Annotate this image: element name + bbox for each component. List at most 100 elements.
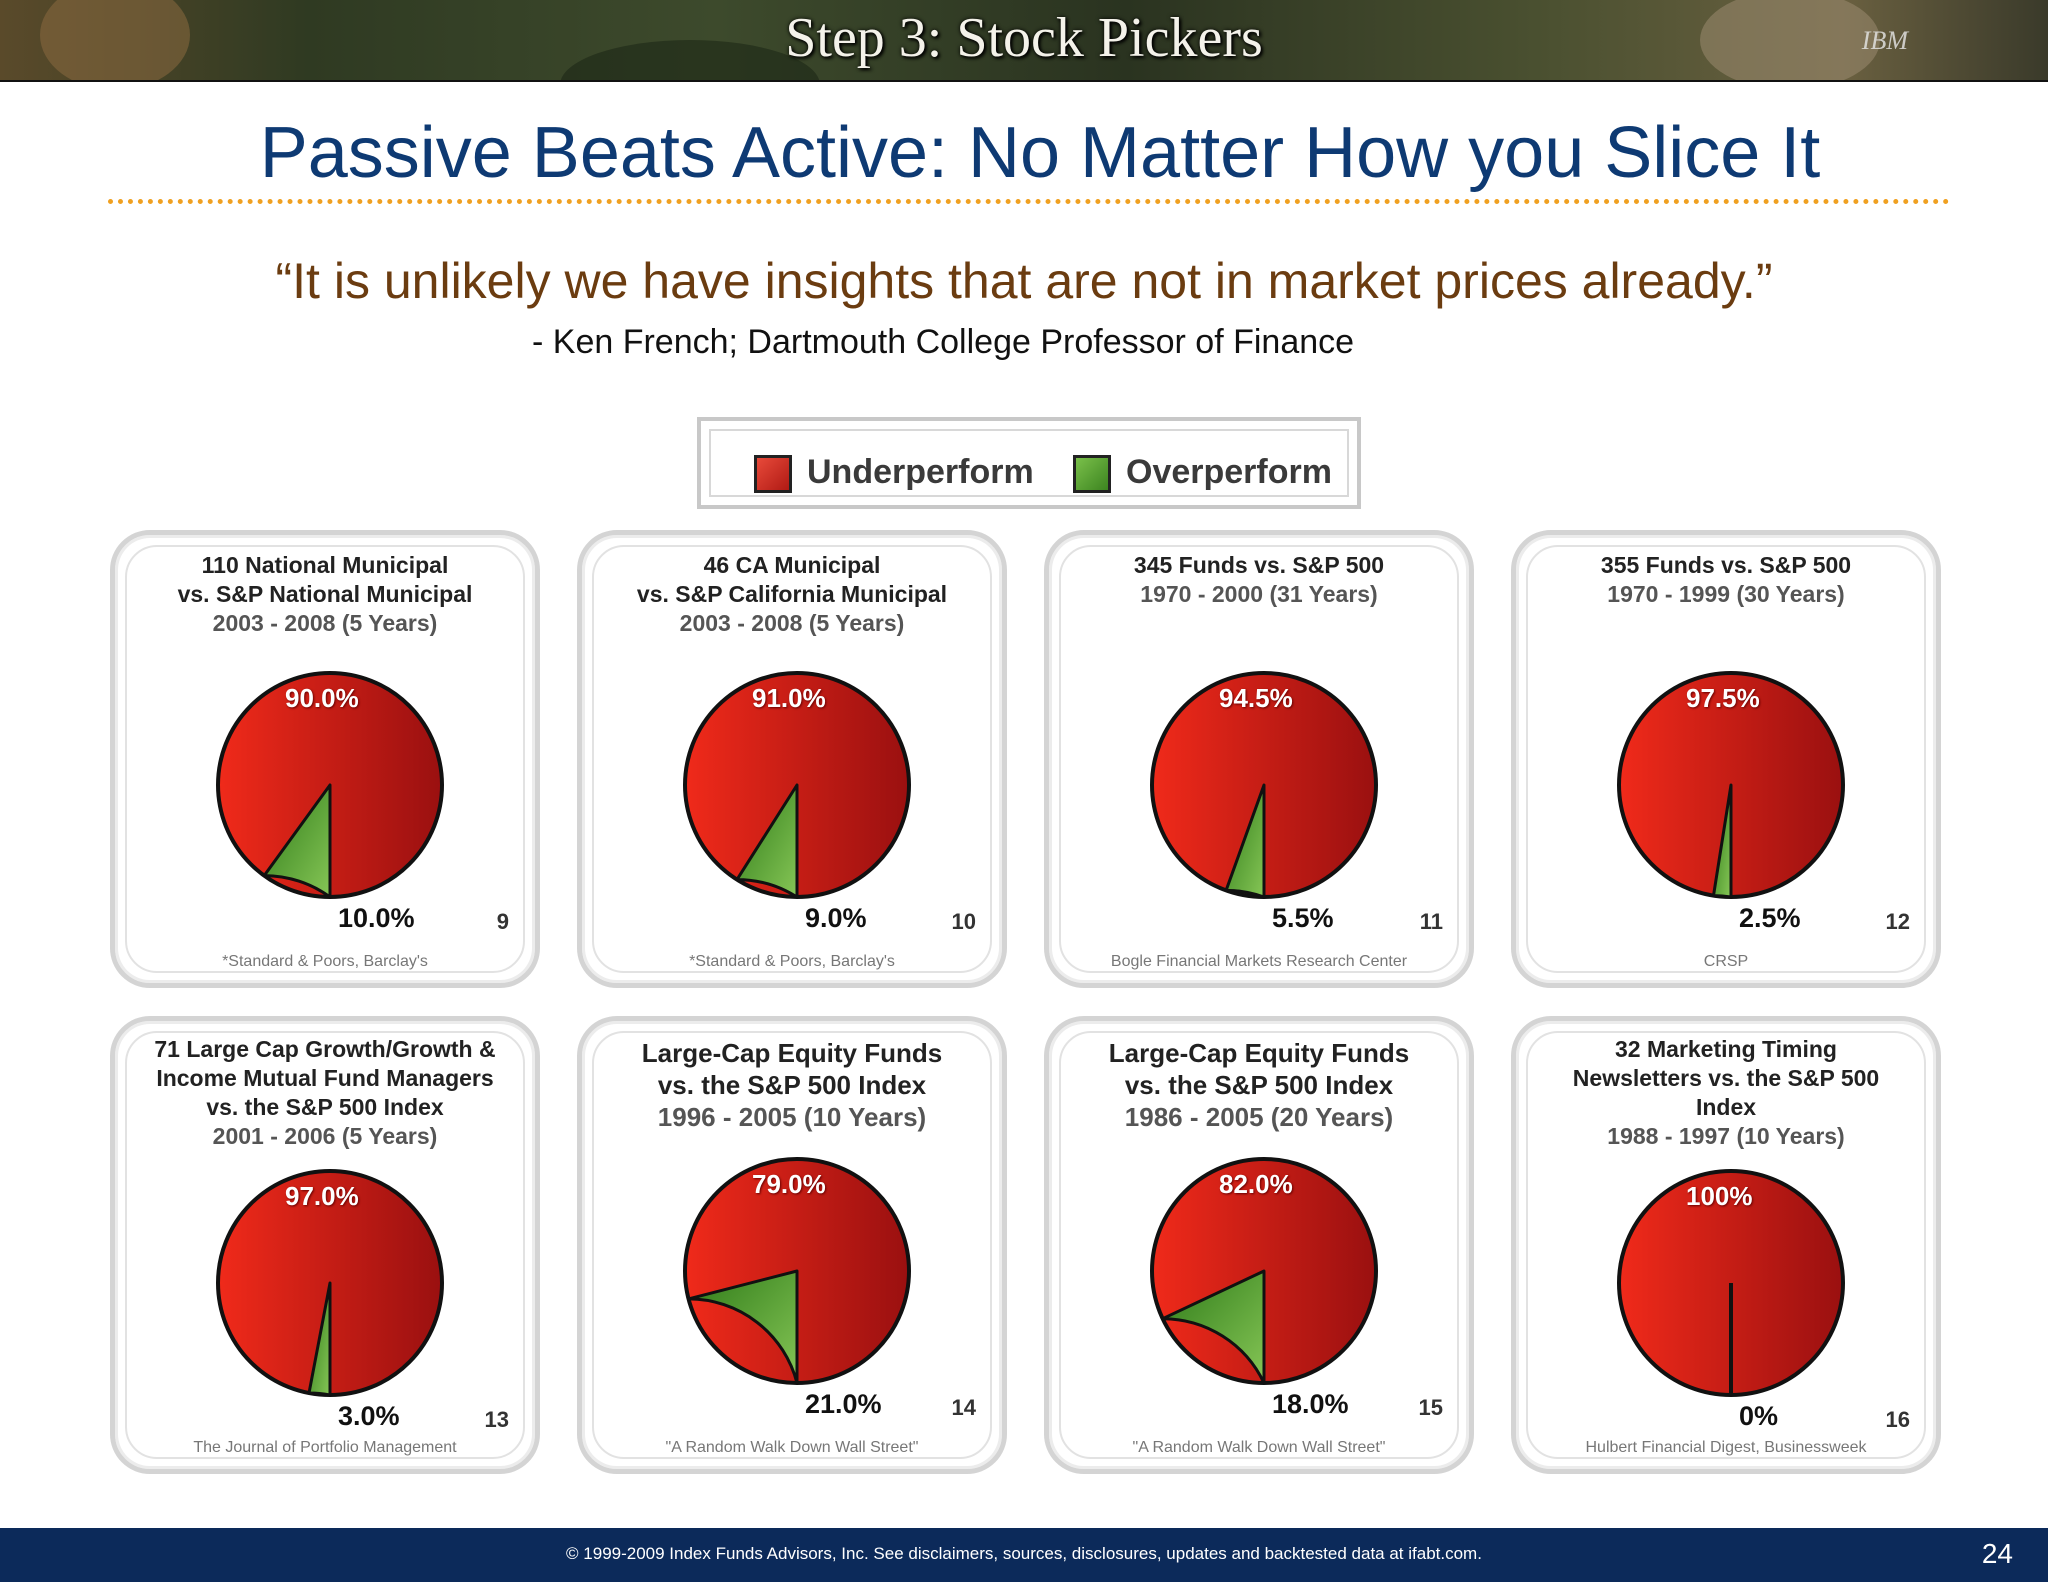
footer-disclaimer: © 1999-2009 Index Funds Advisors, Inc. S… [566, 1544, 1482, 1563]
chart-title-line: Income Mutual Fund Managers [156, 1065, 494, 1091]
pie-label-underperform: 91.0% [752, 683, 826, 713]
chart-title-line: 345 Funds vs. S&P 500 [1133, 552, 1385, 578]
chart-period: 2003 - 2008 (5 Years) [212, 610, 438, 636]
chart-period: 1970 - 1999 (30 Years) [1607, 581, 1845, 607]
chart-source: CRSP [1703, 953, 1749, 970]
chart-title: 32 Marketing Timing Newsletters vs. the S… [1536, 1035, 1916, 1151]
pie-chart [683, 1157, 911, 1385]
chart-period: 2003 - 2008 (5 Years) [679, 610, 905, 636]
banner-mark: IBM [1861, 26, 1908, 55]
pie-chart [1150, 671, 1378, 899]
chart-number: 14 [951, 1395, 976, 1420]
chart-title: Large-Cap Equity Funds vs. the S&P 500 In… [602, 1037, 982, 1133]
chart-title-line: 32 Marketing Timing [1615, 1036, 1837, 1062]
pie-label-underperform: 97.0% [285, 1181, 359, 1211]
pie-chart [216, 1169, 444, 1397]
panel-frame [592, 1031, 992, 1459]
page-number: 24 [1981, 1538, 2013, 1569]
pie-chart-panel: 355 Funds vs. S&P 500 1970 - 1999 (30 Yea… [1511, 530, 1941, 988]
pie-chart [1617, 671, 1845, 899]
pie-slice-overperform [687, 1269, 799, 1385]
chart-source: "A Random Walk Down Wall Street" [665, 1439, 919, 1456]
pie-chart [1617, 1169, 1845, 1397]
chart-title-line: 110 National Municipal [201, 552, 449, 578]
chart-source: "A Random Walk Down Wall Street" [1132, 1439, 1386, 1456]
pie-chart-panel: 71 Large Cap Growth/Growth & Income Mutua… [110, 1016, 540, 1474]
pie-label-underperform: 94.5% [1219, 683, 1293, 713]
legend-label-underperform: Underperform [807, 453, 1034, 491]
quote: “It is unlikely we have insights that ar… [275, 253, 1773, 309]
chart-title-line: Index [1695, 1094, 1757, 1120]
quote-attribution: - Ken French; Dartmouth College Professo… [532, 323, 1355, 361]
title-divider [108, 199, 1950, 204]
pie-label-overperform: 5.5% [1272, 903, 1334, 933]
chart-title: 110 National Municipal vs. S&P National M… [135, 551, 515, 638]
pie-chart [683, 671, 911, 899]
header-banner: Step 3: Stock Pickers IBM [0, 0, 2048, 80]
pie-label-overperform: 0% [1739, 1401, 1779, 1431]
chart-title-line: 71 Large Cap Growth/Growth & [154, 1036, 496, 1062]
chart-title-line: 355 Funds vs. S&P 500 [1600, 552, 1852, 578]
chart-number: 15 [1418, 1395, 1443, 1420]
pie-slice-overperform [1712, 783, 1733, 899]
pie-slice-overperform [1224, 783, 1266, 899]
chart-title-line: vs. the S&P 500 Index [657, 1070, 927, 1100]
banner-figure-right [1700, 0, 1880, 80]
chart-number: 10 [951, 909, 976, 934]
pie-chart-panel: 345 Funds vs. S&P 500 1970 - 2000 (31 Yea… [1044, 530, 1474, 988]
chart-legend: Underperform Overperform [697, 417, 1361, 509]
pie-slice-overperform [262, 783, 332, 899]
chart-period: 1988 - 1997 (10 Years) [1607, 1123, 1845, 1149]
pie-chart-panel: Large-Cap Equity Funds vs. the S&P 500 In… [577, 1016, 1007, 1474]
chart-period: 1996 - 2005 (10 Years) [657, 1102, 927, 1132]
panel-frame [125, 545, 525, 973]
panel-frame [1526, 1031, 1926, 1459]
chart-title-line: Large-Cap Equity Funds [1108, 1038, 1410, 1068]
pie-slice-overperform [307, 1281, 332, 1397]
chart-number: 13 [484, 1407, 509, 1432]
chart-title: 46 CA Municipal vs. S&P California Munici… [602, 551, 982, 638]
chart-source: Hulbert Financial Digest, Businessweek [1585, 1439, 1867, 1456]
pie-label-overperform: 10.0% [338, 903, 415, 933]
banner-figure-left [40, 0, 190, 80]
chart-title-line: vs. the S&P 500 Index [1124, 1070, 1394, 1100]
chart-title: 71 Large Cap Growth/Growth & Income Mutua… [135, 1035, 515, 1151]
chart-source: Bogle Financial Markets Research Center [1110, 953, 1408, 970]
chart-number: 9 [496, 909, 509, 934]
chart-period: 1970 - 2000 (31 Years) [1140, 581, 1378, 607]
pie-label-underperform: 97.5% [1686, 683, 1760, 713]
pie-slice-overperform [1161, 1269, 1266, 1385]
chart-source: The Journal of Portfolio Management [193, 1439, 457, 1456]
chart-title-line: vs. S&P National Municipal [177, 581, 473, 607]
pie-label-underperform: 79.0% [752, 1169, 826, 1199]
legend-label-overperform: Overperform [1126, 453, 1332, 491]
panel-frame [1059, 1031, 1459, 1459]
chart-source: *Standard & Poors, Barclay's [689, 953, 895, 970]
pie-chart [216, 671, 444, 899]
chart-title-line: 46 CA Municipal [703, 552, 881, 578]
pie-label-underperform: 100% [1686, 1181, 1753, 1211]
pie-chart-panel: 32 Marketing Timing Newsletters vs. the S… [1511, 1016, 1941, 1474]
pie-label-overperform: 2.5% [1739, 903, 1801, 933]
chart-period: 1986 - 2005 (20 Years) [1124, 1102, 1394, 1132]
pie-chart-panel: 46 CA Municipal vs. S&P California Munici… [577, 530, 1007, 988]
banner-divider [0, 80, 2048, 82]
chart-title-line: vs. the S&P 500 Index [206, 1094, 444, 1120]
chart-title-line: Large-Cap Equity Funds [641, 1038, 943, 1068]
page-title: Passive Beats Active: No Matter How you … [259, 113, 1821, 193]
chart-title-line: vs. S&P California Municipal [636, 581, 948, 607]
banner-title: Step 3: Stock Pickers [785, 7, 1263, 69]
chart-title: Large-Cap Equity Funds vs. the S&P 500 In… [1069, 1037, 1449, 1133]
legend-frame: Underperform Overperform [709, 429, 1349, 497]
legend-swatch-overperform [1073, 455, 1111, 493]
pie-label-overperform: 9.0% [805, 903, 867, 933]
pie-slice-overperform [735, 783, 799, 899]
panel-frame [125, 1031, 525, 1459]
chart-source: *Standard & Poors, Barclay's [222, 953, 428, 970]
chart-period: 2001 - 2006 (5 Years) [212, 1123, 438, 1149]
panel-frame [592, 545, 992, 973]
pie-label-overperform: 18.0% [1272, 1389, 1349, 1419]
chart-number: 12 [1885, 909, 1910, 934]
pie-label-underperform: 90.0% [285, 683, 359, 713]
panel-frame [1059, 545, 1459, 973]
